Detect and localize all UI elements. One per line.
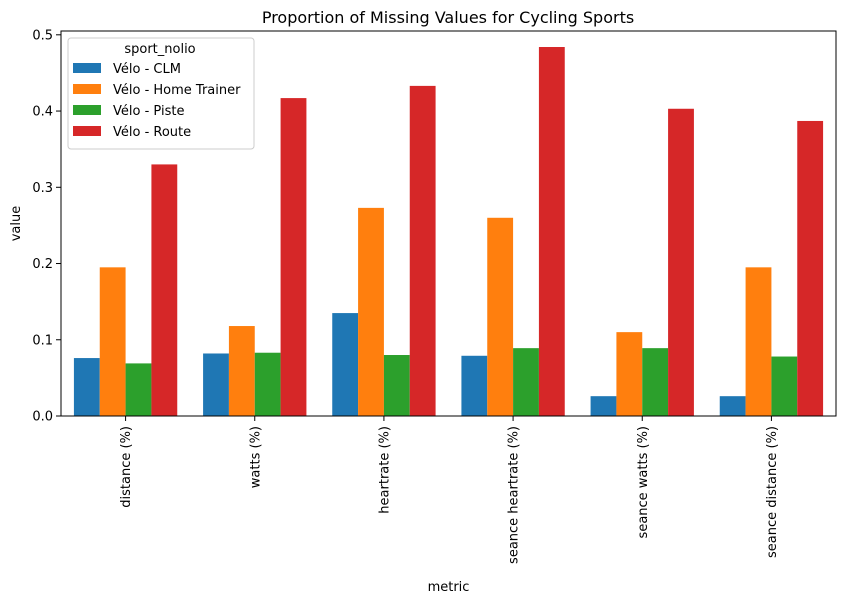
- y-axis: 0.0 0.1 0.2 0.3 0.4 0.5: [32, 28, 61, 425]
- x-tick-label: seance heartrate (%): [507, 426, 522, 564]
- bar: [745, 267, 772, 416]
- x-axis-title: metric: [428, 580, 470, 595]
- bar: [797, 120, 824, 417]
- y-axis-title: value: [9, 206, 24, 242]
- bar: [487, 217, 514, 416]
- legend-label: Vélo - CLM: [113, 62, 181, 77]
- bar: [358, 207, 384, 416]
- plot-frame: [60, 30, 837, 417]
- y-tick-label: 0.0: [32, 410, 53, 425]
- legend-swatch: [73, 126, 101, 136]
- bar: [771, 356, 798, 416]
- bar: [642, 348, 669, 416]
- bar: [99, 267, 126, 416]
- bar: [461, 355, 488, 416]
- bar: [590, 396, 617, 416]
- y-tick-label: 0.3: [32, 181, 53, 196]
- bar: [332, 313, 359, 416]
- bar: [254, 352, 281, 416]
- bar: [719, 396, 746, 416]
- bar: [203, 353, 229, 416]
- legend-swatch: [73, 84, 101, 94]
- legend-title: sport_nolio: [124, 42, 195, 57]
- bar: [409, 85, 436, 417]
- legend-label: Vélo - Route: [113, 125, 191, 140]
- bar: [73, 358, 100, 416]
- y-tick-label: 0.1: [32, 333, 53, 348]
- x-axis: distance (%) watts (%) heartrate (%) seance…: [119, 416, 780, 564]
- bar: [616, 332, 643, 416]
- y-tick-label: 0.2: [32, 257, 53, 272]
- bar: [228, 326, 255, 416]
- y-tick-label: 0.5: [32, 28, 53, 43]
- legend-items: Vélo - CLM Vélo - Home Trainer Vélo - Pist…: [73, 62, 241, 140]
- legend-swatch: [73, 105, 101, 115]
- bar: [513, 348, 539, 416]
- bar: [538, 47, 565, 417]
- legend-box: [67, 37, 255, 150]
- bar: [383, 355, 410, 416]
- legend-swatch: [73, 63, 101, 73]
- bars-group: [73, 47, 824, 417]
- x-tick-label: seance distance (%): [765, 426, 780, 558]
- legend-label: Vélo - Piste: [113, 104, 184, 119]
- x-tick-label: watts (%): [248, 426, 263, 488]
- chart-title: Proportion of Missing Values for Cycling…: [262, 8, 634, 27]
- x-tick-label: distance (%): [119, 426, 134, 508]
- legend: sport_nolio Vélo - CLM Vélo - Home Traine…: [67, 37, 255, 150]
- bar: [151, 164, 178, 416]
- y-tick-label: 0.4: [32, 105, 53, 120]
- x-tick-label: heartrate (%): [377, 426, 392, 514]
- bar: [280, 98, 307, 416]
- legend-label: Vélo - Home Trainer: [113, 83, 241, 98]
- bar: [125, 363, 152, 416]
- bar: [668, 108, 694, 416]
- x-tick-label: seance watts (%): [636, 426, 651, 538]
